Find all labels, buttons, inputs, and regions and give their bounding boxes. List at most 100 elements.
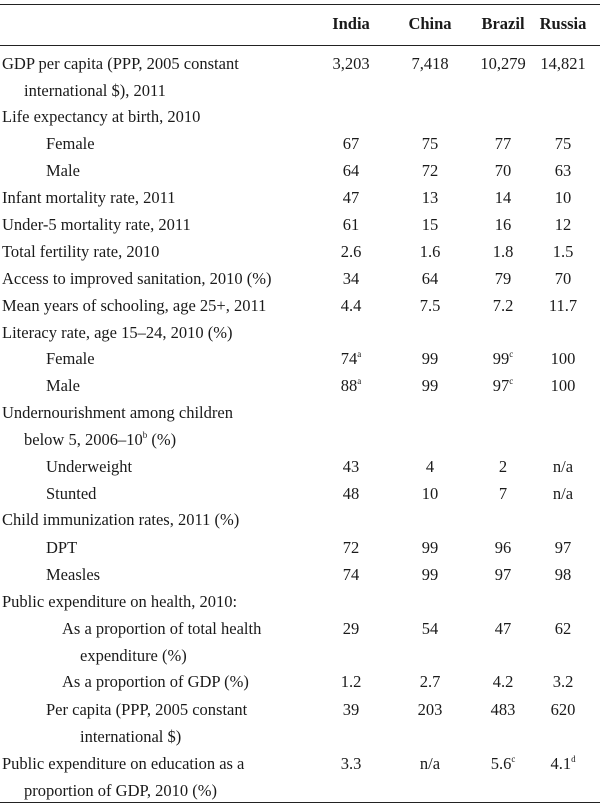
- row-label-text: international $), 2011: [24, 81, 166, 100]
- cell-value: 5.6: [490, 754, 512, 773]
- column-header-china: China: [408, 14, 452, 33]
- cell-brazil: 77: [465, 131, 541, 157]
- cell-value: 67: [342, 134, 360, 153]
- cell-value: 79: [494, 269, 512, 288]
- cell-value: 1.5: [552, 242, 574, 261]
- cell-china: 7,418: [392, 51, 468, 77]
- table-row: Mean years of schooling, age 25+, 2011 4.…: [0, 293, 600, 319]
- row-label-text: Underweight: [46, 457, 133, 476]
- cell-india: 74a: [313, 346, 389, 372]
- cell-value: 99: [421, 376, 439, 395]
- cell-brazil: 99c: [465, 346, 541, 372]
- cell-india: 3.3: [313, 751, 389, 777]
- table-row: As a proportion of GDP (%) 1.2 2.7 4.2 3.2: [0, 669, 600, 695]
- cell-brazil: 70: [465, 158, 541, 184]
- cell-china: 72: [392, 158, 468, 184]
- cell-brazil: 7.2: [465, 293, 541, 319]
- table-row: Life expectancy at birth, 2010: [0, 104, 600, 130]
- cell-china: 99: [392, 346, 468, 372]
- cell-value: 99: [421, 565, 439, 584]
- row-label-text: Access to improved sanitation, 2010 (%): [2, 269, 272, 288]
- cell-value: 48: [342, 484, 360, 503]
- cell-china: 15: [392, 212, 468, 238]
- cell-value: 64: [342, 161, 360, 180]
- cell-china: 99: [392, 373, 468, 399]
- footnote-marker: c: [509, 376, 514, 386]
- cell-value: 96: [494, 538, 512, 557]
- cell-value: 72: [342, 538, 360, 557]
- table-row: proportion of GDP, 2010 (%): [0, 778, 600, 804]
- cell-value: 39: [342, 700, 360, 719]
- row-label: Female: [46, 346, 95, 372]
- row-label: Access to improved sanitation, 2010 (%): [2, 266, 271, 292]
- cell-china: 1.6: [392, 239, 468, 265]
- row-label-text: proportion of GDP, 2010 (%): [24, 781, 217, 800]
- table-row: Underweight 43 4 2 n/a: [0, 454, 600, 480]
- cell-value: 75: [421, 134, 439, 153]
- cell-brazil: 14: [465, 185, 541, 211]
- row-label: proportion of GDP, 2010 (%): [24, 778, 217, 804]
- top-rule: [0, 4, 600, 5]
- table-row: DPT 72 99 96 97: [0, 535, 600, 561]
- cell-india: 67: [313, 131, 389, 157]
- row-label: Male: [46, 158, 80, 184]
- cell-india: 43: [313, 454, 389, 480]
- cell-brazil: 16: [465, 212, 541, 238]
- footnote-marker: c: [509, 349, 514, 359]
- table-row: Access to improved sanitation, 2010 (%) 3…: [0, 266, 600, 292]
- cell-value: 29: [342, 619, 360, 638]
- cell-russia: 11.7: [528, 293, 598, 319]
- row-label-text: below 5, 2006–10: [24, 430, 143, 449]
- cell-india: 29: [313, 616, 389, 642]
- table-row: Public expenditure on health, 2010:: [0, 589, 600, 615]
- cell-brazil: 97: [465, 562, 541, 588]
- row-label: Male: [46, 373, 80, 399]
- cell-value: 4.2: [492, 672, 514, 691]
- row-label-text: Infant mortality rate, 2011: [2, 188, 176, 207]
- cell-value: 7,418: [411, 54, 449, 73]
- cell-value: 77: [494, 134, 512, 153]
- cell-india: 39: [313, 697, 389, 723]
- table-row: Female 74a 99 99c 100: [0, 346, 600, 372]
- cell-china: 13: [392, 185, 468, 211]
- cell-value: n/a: [552, 457, 574, 476]
- cell-value: 99: [421, 349, 439, 368]
- cell-value: 7: [498, 484, 508, 503]
- footnote-marker: b: [142, 430, 148, 440]
- cell-value: 62: [554, 619, 572, 638]
- cell-china: 64: [392, 266, 468, 292]
- row-label-suffix: (%): [147, 430, 177, 449]
- table-row: international $): [0, 724, 600, 750]
- row-label-text: Life expectancy at birth, 2010: [2, 107, 201, 126]
- row-label-text: Public expenditure on health, 2010:: [2, 592, 238, 611]
- cell-brazil: 79: [465, 266, 541, 292]
- footnote-marker: a: [357, 349, 362, 359]
- cell-russia: 3.2: [528, 669, 598, 695]
- cell-value: 43: [342, 457, 360, 476]
- cell-india: 48: [313, 481, 389, 507]
- cell-value: 97: [494, 565, 512, 584]
- row-label: Child immunization rates, 2011 (%): [2, 507, 239, 533]
- row-label-text: Under-5 mortality rate, 2011: [2, 215, 191, 234]
- bottom-rule: [0, 802, 600, 803]
- cell-value: 63: [554, 161, 572, 180]
- row-label-text: Child immunization rates, 2011 (%): [2, 510, 240, 529]
- cell-value: 61: [342, 215, 360, 234]
- cell-value: 64: [421, 269, 439, 288]
- cell-value: 97: [492, 376, 510, 395]
- cell-value: 98: [554, 565, 572, 584]
- cell-value: 97: [554, 538, 572, 557]
- cell-china: 99: [392, 535, 468, 561]
- cell-value: 3.3: [340, 754, 362, 773]
- cell-russia: 4.1d: [528, 751, 598, 777]
- table-row: Male 88a 99 97c 100: [0, 373, 600, 399]
- row-label-text: Literacy rate, age 15–24, 2010 (%): [2, 323, 233, 342]
- cell-value: 10,279: [480, 54, 526, 73]
- cell-brazil: 97c: [465, 373, 541, 399]
- cell-value: 12: [554, 215, 572, 234]
- cell-value: 34: [342, 269, 360, 288]
- cell-value: 74: [342, 565, 360, 584]
- row-label: Under-5 mortality rate, 2011: [2, 212, 191, 238]
- cell-value: 70: [494, 161, 512, 180]
- cell-russia: 62: [528, 616, 598, 642]
